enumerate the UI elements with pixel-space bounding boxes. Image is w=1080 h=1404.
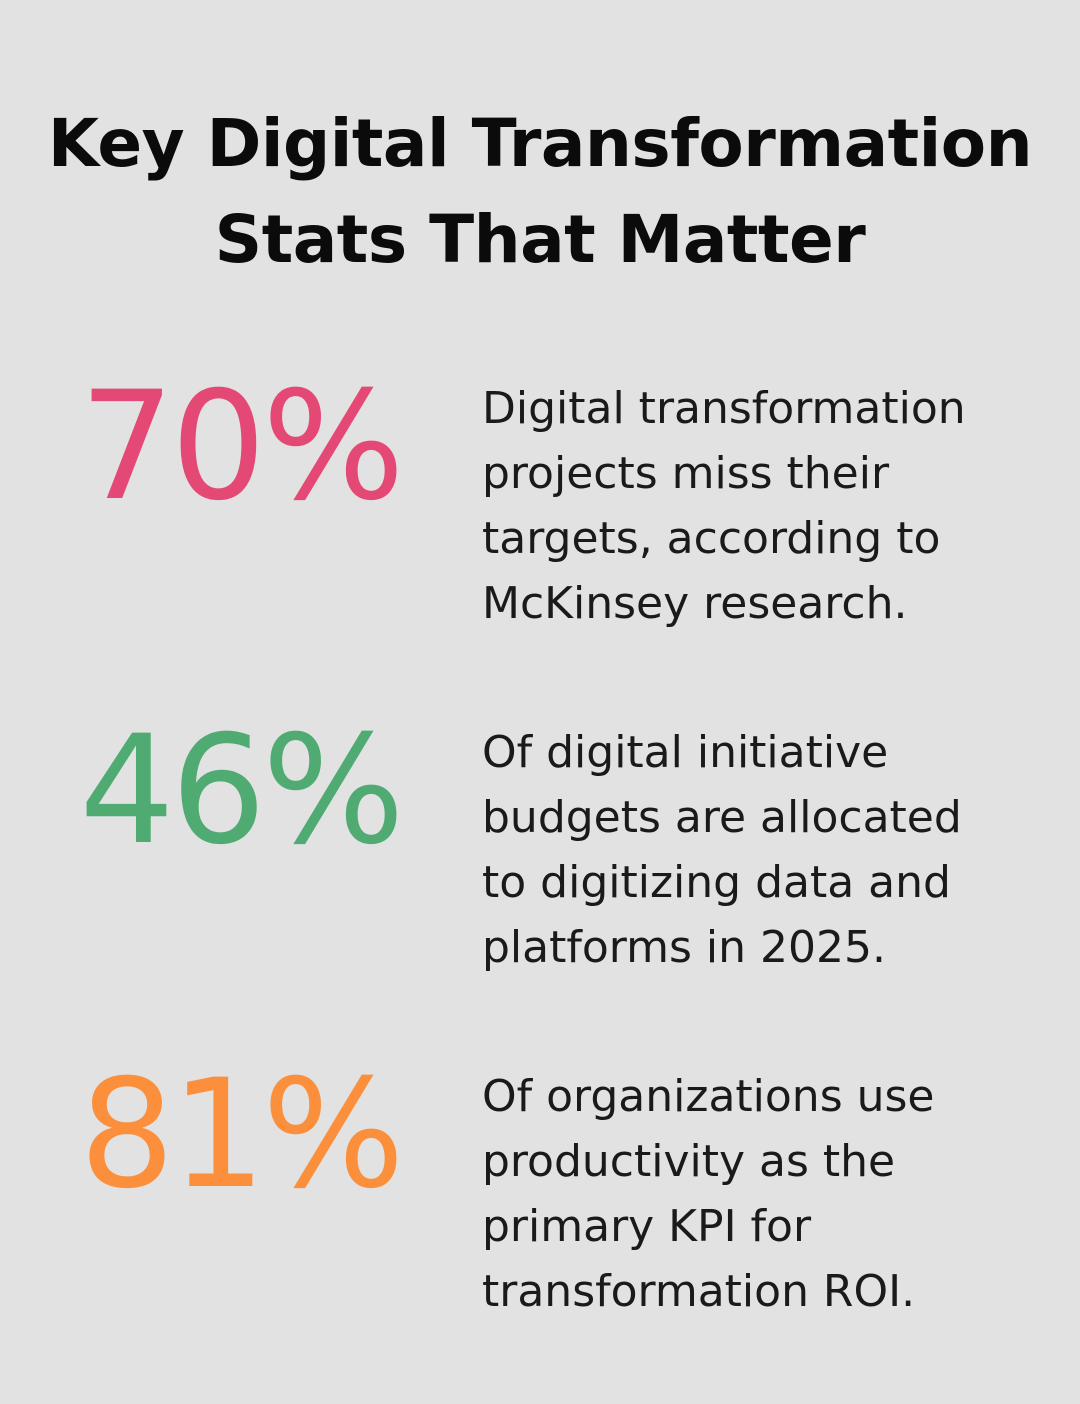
stat-1-line-4: McKinsey research. xyxy=(482,578,908,629)
stat-1-line-2: projects miss their xyxy=(482,448,890,499)
stat-2-line-2: budgets are allocated xyxy=(482,792,962,843)
stat-description-1: Digital transformation projects miss the… xyxy=(482,376,1062,636)
stat-3-line-4: transformation ROI. xyxy=(482,1266,916,1317)
stat-block-1: 70% Digital transformation projects miss… xyxy=(0,362,1080,666)
stat-value-3: 81% xyxy=(79,1048,404,1222)
stat-block-2: 46% Of digital initiative budgets are al… xyxy=(0,706,1080,1010)
stat-description-3: Of organizations use productivity as the… xyxy=(482,1064,1062,1324)
stat-3-line-2: productivity as the xyxy=(482,1136,896,1187)
stat-value-2: 46% xyxy=(79,704,404,878)
stat-3-line-3: primary KPI for xyxy=(482,1201,812,1252)
stat-2-line-4: platforms in 2025. xyxy=(482,922,886,973)
title-line-1: Key Digital Transformation xyxy=(47,105,1033,182)
stat-block-3: 81% Of organizations use productivity as… xyxy=(0,1050,1080,1354)
stat-2-line-1: Of digital initiative xyxy=(482,727,889,778)
title-line-2: Stats That Matter xyxy=(214,201,866,278)
stat-3-line-1: Of organizations use xyxy=(482,1071,935,1122)
stat-description-2: Of digital initiative budgets are alloca… xyxy=(482,720,1062,980)
stat-1-line-3: targets, according to xyxy=(482,513,941,564)
stat-1-line-1: Digital transformation xyxy=(482,383,966,434)
page-title: Key Digital Transformation Stats That Ma… xyxy=(0,96,1080,288)
stat-value-1: 70% xyxy=(79,360,404,534)
stat-2-line-3: to digitizing data and xyxy=(482,857,951,908)
